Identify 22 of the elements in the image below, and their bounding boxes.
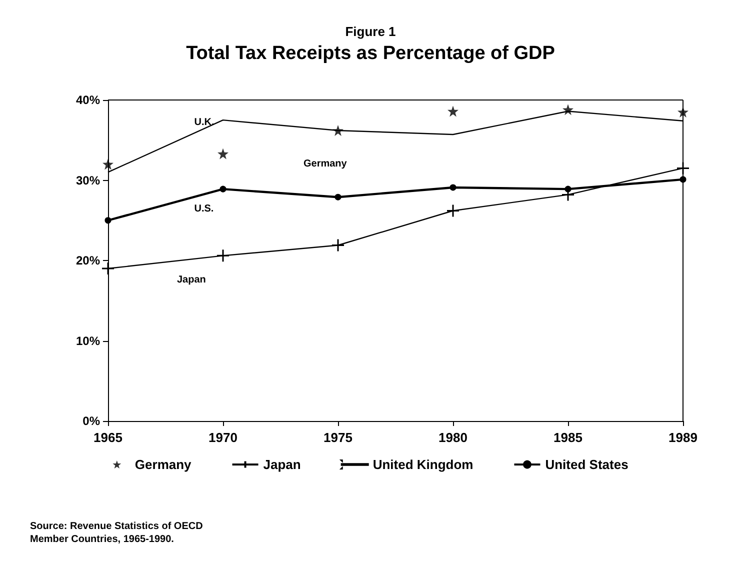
y-tick-label: 10% <box>76 334 100 348</box>
y-tick-label: 30% <box>76 173 100 188</box>
y-tick-label: 0% <box>82 414 100 428</box>
x-tick-label: 1965 <box>94 430 122 445</box>
chart-title: Figure 1 <box>345 24 396 39</box>
legend-label: United Kingdom <box>372 457 474 472</box>
y-tick-label: 40% <box>76 93 100 107</box>
x-tick-label: 1975 <box>324 430 352 445</box>
y-tick-label: 20% <box>76 254 100 268</box>
x-tick-label: 1980 <box>438 430 468 445</box>
legend-label: Germany <box>134 457 192 472</box>
annotation: U.S. <box>194 204 214 215</box>
legend-label: United States <box>545 457 628 472</box>
chart-subtitle: Total Tax Receipts as Percentage of GDP <box>186 43 556 64</box>
source-note: Source: Revenue Statistics of OECD Member Countries, 1965-1990. <box>30 521 203 545</box>
legend-label: Japan <box>263 457 301 472</box>
x-tick-label: 1989 <box>668 430 698 445</box>
x-tick-label: 1985 <box>554 430 582 445</box>
annotation: U.K. <box>194 116 214 128</box>
annotation: Germany <box>304 158 348 170</box>
x-tick-label: 1970 <box>208 430 238 445</box>
annotation: Japan <box>177 274 206 286</box>
